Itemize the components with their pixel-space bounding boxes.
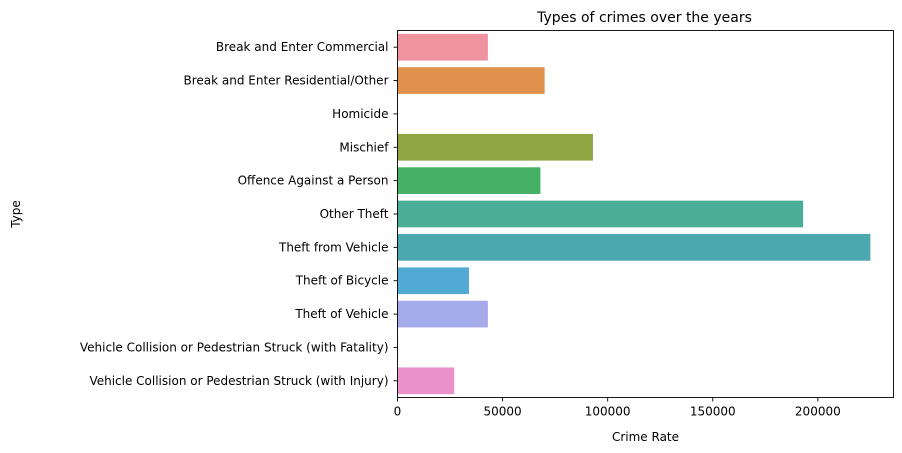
plot-frame <box>397 30 894 398</box>
category-label-6: Theft from Vehicle <box>278 240 389 254</box>
x-tick-label-2: 100000 <box>585 405 631 419</box>
category-label-7: Theft of Bicycle <box>295 274 389 288</box>
x-axis-ticks: 0 50000 100000 150000 200000 <box>394 397 841 419</box>
bar-4 <box>397 167 541 194</box>
bar-7 <box>397 267 469 295</box>
y-axis-label: Type <box>9 200 23 229</box>
category-label-3: Mischief <box>339 140 389 154</box>
x-tick-label-0: 0 <box>394 405 402 419</box>
category-label-4: Offence Against a Person <box>238 174 389 188</box>
bar-10 <box>397 367 455 395</box>
x-tick-label-1: 50000 <box>483 405 521 419</box>
bar-0 <box>397 33 488 61</box>
category-label-0: Break and Enter Commercial <box>216 40 389 54</box>
category-label-9: Vehicle Collision or Pedestrian Struck (… <box>80 340 389 354</box>
category-label-10: Vehicle Collision or Pedestrian Struck (… <box>89 374 388 388</box>
bar-3 <box>397 133 593 161</box>
x-axis-label: Crime Rate <box>612 430 679 444</box>
category-labels: Break and Enter Commercial Break and Ente… <box>80 40 398 388</box>
chart-title: Types of crimes over the years <box>536 10 752 26</box>
bar-5 <box>397 200 804 228</box>
category-label-2: Homicide <box>332 107 388 121</box>
category-label-1: Break and Enter Residential/Other <box>183 74 388 88</box>
category-label-5: Other Theft <box>320 207 389 221</box>
bars-group <box>397 33 871 395</box>
bar-8 <box>397 300 488 328</box>
bar-6 <box>397 234 871 261</box>
bar-1 <box>397 67 545 94</box>
x-tick-label-4: 200000 <box>795 405 841 419</box>
x-tick-label-3: 150000 <box>690 405 736 419</box>
category-label-8: Theft of Vehicle <box>294 307 388 321</box>
